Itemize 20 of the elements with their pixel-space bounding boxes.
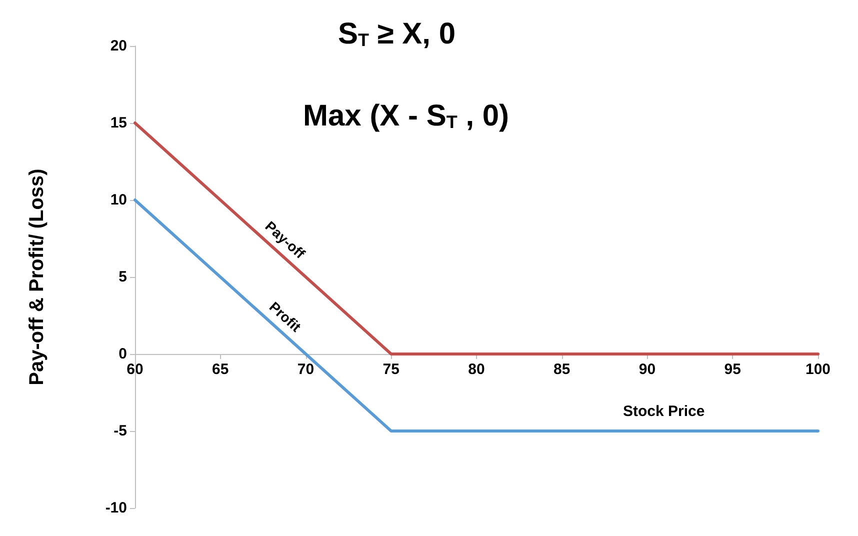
- y-tick-label: -10: [105, 500, 127, 516]
- y-tick-label: -5: [114, 422, 127, 440]
- x-tick-label: 100: [805, 361, 831, 378]
- y-tick-label: 5: [118, 268, 127, 286]
- x-tick-label: 70: [297, 361, 314, 378]
- y-tick-label: 20: [110, 38, 127, 54]
- chart-title: ST ≥ X, 0: [338, 18, 456, 50]
- x-tick-label: 85: [554, 361, 570, 378]
- y-tick-label: 10: [110, 192, 127, 208]
- x-tick-label: 65: [212, 361, 229, 378]
- text: Max (X - ST , 0): [303, 100, 510, 132]
- y-tick-label: 0: [118, 346, 127, 362]
- x-tick-label: 80: [468, 361, 485, 378]
- x-axis-title: Stock Price: [623, 403, 705, 420]
- x-tick-label: 60: [126, 361, 144, 378]
- y-axis-title: Pay-off & Profit/ (Loss): [26, 168, 48, 386]
- x-tick-label: 75: [382, 361, 400, 378]
- x-tick-label: 95: [724, 361, 741, 378]
- x-tick-label: 90: [638, 361, 656, 378]
- y-tick-label: 15: [110, 114, 127, 132]
